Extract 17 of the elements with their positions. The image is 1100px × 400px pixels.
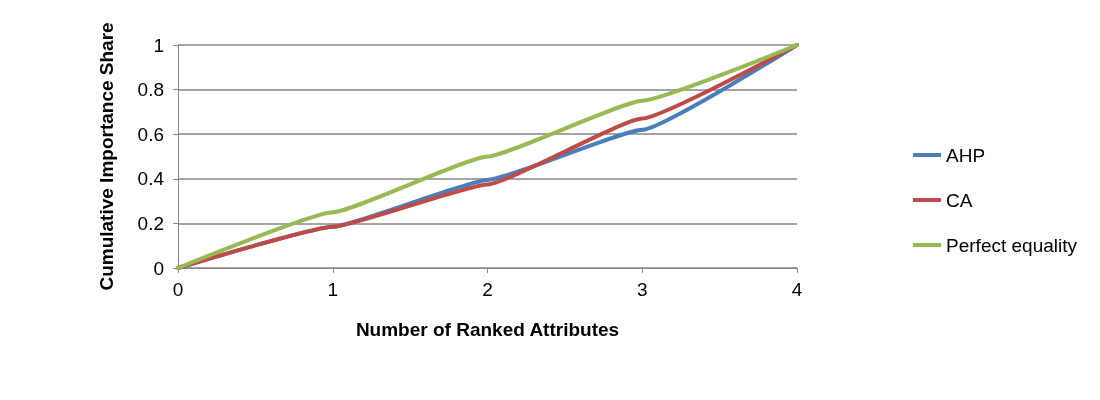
y-tick-label: 0.6 xyxy=(137,123,164,145)
x-tick-label: 2 xyxy=(482,279,493,300)
x-tick-label: 1 xyxy=(327,279,339,300)
legend-label: AHP xyxy=(946,144,986,166)
y-axis-title: Cumulative Importance Share xyxy=(95,22,117,291)
y-tick-label: 0.4 xyxy=(137,168,165,190)
y-tick-label: 0 xyxy=(153,257,164,279)
line-series xyxy=(176,43,799,270)
legend-label: Perfect equality xyxy=(946,234,1078,256)
x-tick-label: 0 xyxy=(172,279,184,300)
y-tick-label: 1 xyxy=(153,34,164,56)
x-axis-title: Number of Ranked Attributes xyxy=(355,319,620,340)
y-tick-label: 0.2 xyxy=(137,212,164,234)
x-tick-label: 4 xyxy=(791,279,803,300)
legend-label: CA xyxy=(946,189,973,211)
x-tick-label: 3 xyxy=(636,279,648,300)
y-tick-label: 0.8 xyxy=(137,79,164,101)
